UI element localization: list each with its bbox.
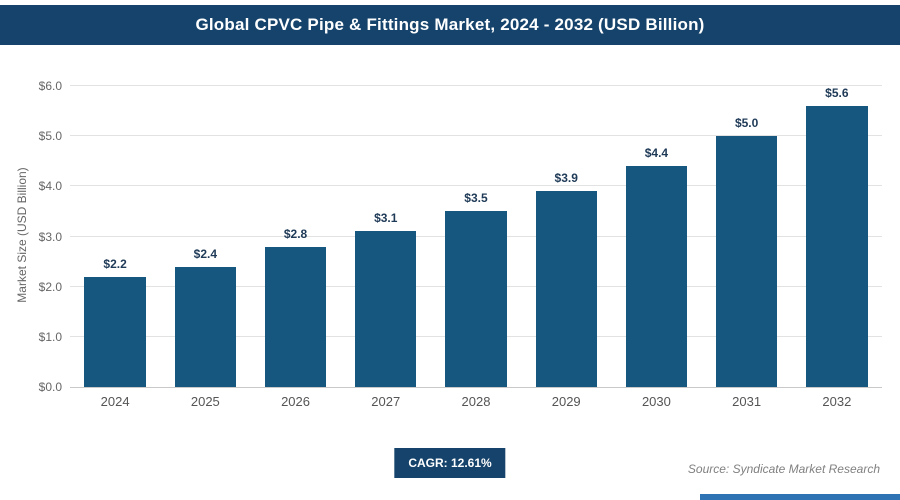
- x-tick-label: 2031: [732, 394, 762, 409]
- chart-title: Global CPVC Pipe & Fittings Market, 2024…: [195, 15, 705, 34]
- source-text: Source: Syndicate Market Research: [687, 462, 880, 476]
- bar: [174, 266, 236, 387]
- bar-value-label: $2.4: [193, 246, 217, 261]
- bar-value-label: $3.5: [464, 191, 488, 206]
- bar-value-label: $5.6: [825, 86, 849, 101]
- x-tick-label: 2032: [822, 394, 852, 409]
- bar: [806, 106, 868, 387]
- bar-column: $3.1: [341, 86, 431, 387]
- bar-value-label: $3.9: [554, 171, 578, 186]
- bar: [715, 136, 778, 387]
- cagr-badge: CAGR: 12.61%: [394, 448, 506, 478]
- bar-column: $2.4: [160, 86, 250, 387]
- bar-value-label: $5.0: [734, 116, 759, 131]
- plot-area: $0.0 $1.0 $2.0 $3.0 $4.0 $5.0 $6.0 $2.2 $2.4 $2.…: [39, 79, 882, 394]
- bar-value-label: $2.8: [283, 226, 308, 241]
- bar-column: $3.5: [431, 86, 521, 387]
- gridline: [70, 85, 882, 86]
- bar-column: $2.2: [70, 86, 160, 387]
- y-tick-label: $1.0: [38, 329, 62, 344]
- bar-column: $5.6: [792, 86, 882, 387]
- bar: [535, 191, 597, 387]
- x-tick-label: 2029: [551, 394, 581, 409]
- bar: [264, 246, 327, 387]
- x-tick-label: 2030: [641, 394, 671, 409]
- bar-value-label: $4.4: [644, 146, 669, 161]
- y-tick-label: $0.0: [38, 380, 62, 394]
- bar-column: $5.0: [702, 86, 792, 387]
- gridline: [70, 135, 882, 137]
- bar-value-label: $2.2: [103, 256, 127, 271]
- bar: [445, 211, 507, 387]
- bar-value-label: $3.1: [374, 211, 398, 226]
- bar: [625, 166, 688, 387]
- bar: [84, 276, 146, 387]
- y-tick-label: $5.0: [38, 129, 62, 144]
- bar-column: $3.9: [521, 86, 611, 387]
- chart-title-bar: Global CPVC Pipe & Fittings Market, 2024…: [0, 5, 900, 45]
- y-tick-label: $4.0: [38, 179, 62, 194]
- x-tick-label: 2027: [371, 394, 401, 409]
- x-axis-labels: 2024 2025 2026 2027 2028 2029 2030 2031 2032: [70, 394, 882, 414]
- y-tick-label: $3.0: [38, 229, 62, 244]
- y-tick-label: $2.0: [38, 279, 62, 294]
- bar-column: $4.4: [611, 86, 701, 387]
- bar-column: $2.8: [250, 86, 340, 387]
- x-tick-label: 2028: [461, 394, 491, 409]
- bar: [355, 231, 417, 387]
- gridline: [70, 185, 882, 187]
- bottom-accent-bar: [700, 494, 900, 500]
- x-tick-label: 2024: [100, 394, 130, 409]
- x-tick-label: 2026: [281, 394, 310, 409]
- y-tick-label: $6.0: [38, 79, 62, 93]
- x-tick-label: 2025: [190, 394, 220, 409]
- bar-series: $2.2 $2.4 $2.8 $3.1 $3.5 $3.9 $4.4 $5.0 $5.6: [70, 86, 882, 387]
